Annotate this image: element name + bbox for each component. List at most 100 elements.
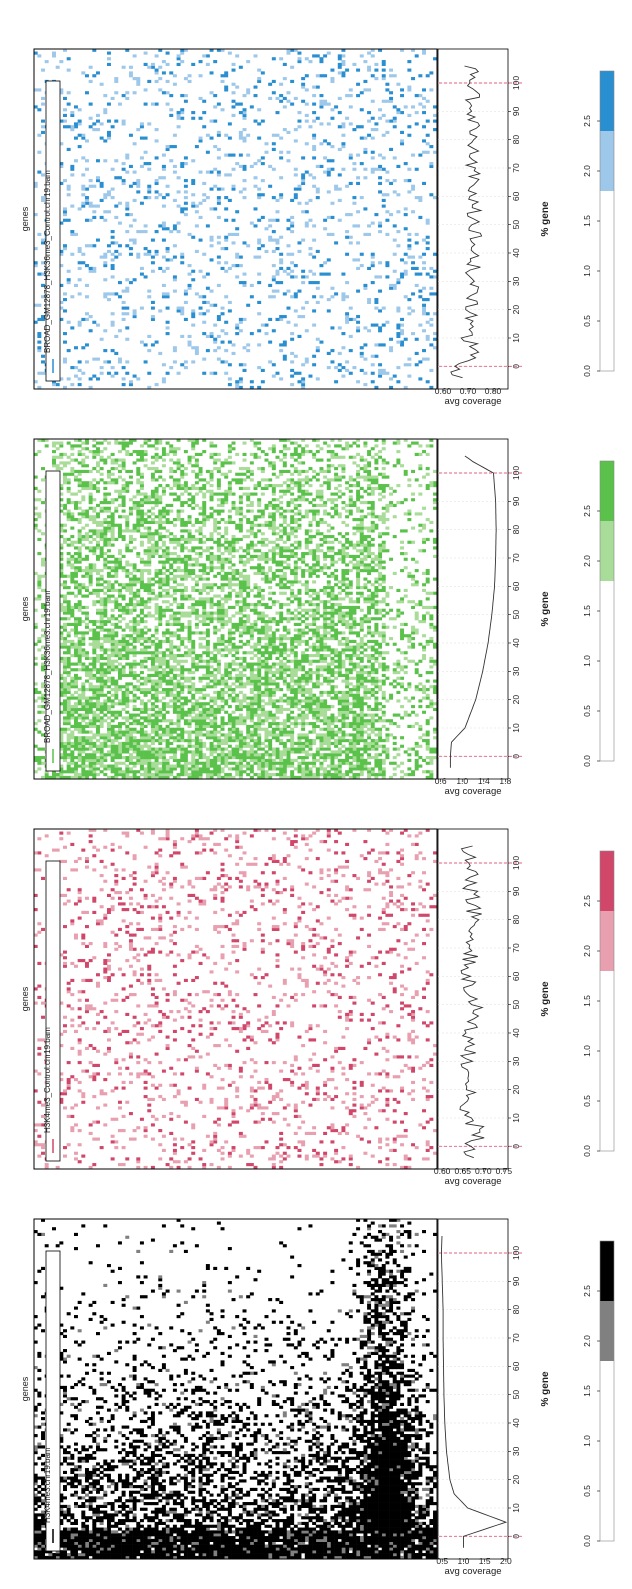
profile-x-tick-label: 40 (511, 1028, 521, 1038)
profile-x-tick-label: 10 (511, 723, 521, 733)
profile-y-axis-title: avg coverage (444, 396, 501, 407)
profile-x-tick-label: 30 (511, 1056, 521, 1066)
profile-x-tick-label: 50 (511, 1390, 521, 1400)
heatmap-cells (33, 438, 437, 779)
profile-x-tick-label: 60 (511, 581, 521, 591)
profile-x-tick-label: 50 (511, 1000, 521, 1010)
profile-y-tick-label: 1.5 (479, 1556, 491, 1566)
profile-y-tick-label: 0.5 (436, 1556, 448, 1566)
profile-x-tick-label: 20 (511, 695, 521, 705)
profile-x-tick-label: 60 (511, 971, 521, 981)
profile-frame (437, 1218, 509, 1560)
heatmap-panel-2: H3K4me3_Control.chr19.bamgenes0102030405… (20, 828, 615, 1187)
profile-y-axis-title: avg coverage (444, 1176, 501, 1187)
colorbar-tick-label: 1.5 (582, 215, 592, 227)
colorbar-tick-label: 1.5 (582, 995, 592, 1007)
profile-y-tick-label: 0.65 (454, 1166, 471, 1176)
legend-box (45, 1250, 61, 1552)
profile-x-tick-label: 50 (511, 610, 521, 620)
legend-box (45, 80, 61, 382)
legend-label: H3K4me3.chr19.bam (43, 1447, 52, 1523)
rotated-figure-group: H3K4me3.chr19.bamgenes010203040506070809… (20, 48, 615, 1577)
legend-label: BROAD_GM12878_H3K36me3.chr19.bam (43, 590, 52, 743)
profile-y-tick-label: 0.60 (434, 1166, 451, 1176)
profile-line (449, 455, 497, 768)
colorbar-tick-label: 1.0 (582, 1435, 592, 1447)
colorbar-tick-label: 2.0 (582, 945, 592, 957)
genes-axis-label: genes (20, 596, 30, 621)
profile-y-tick-label: 0.6 (435, 776, 447, 786)
colorbar-tick-label: 2.5 (582, 505, 592, 517)
colorbar-tick-label: 0.0 (582, 1145, 592, 1157)
legend: H3K4me3_Control.chr19.bam (43, 860, 61, 1162)
profile-x-tick-label: 80 (511, 915, 521, 925)
legend: BROAD_GM12878_H3K36me3_Control.chr19.bam (43, 80, 61, 382)
profile-y-tick-label: 1.4 (478, 776, 490, 786)
colorbar-bin (600, 131, 614, 191)
colorbar-tick-label: 0.5 (582, 1485, 592, 1497)
profile-x-tick-label: 90 (511, 1276, 521, 1286)
colorbar-tick-label: 1.0 (582, 655, 592, 667)
profile-line (459, 845, 485, 1159)
profile-y-tick-label: 0.80 (485, 386, 502, 396)
colorbar-tick-label: 2.5 (582, 895, 592, 907)
colorbar-bin (600, 1361, 614, 1541)
profile-frame (437, 438, 509, 780)
colorbar-tick-label: 0.0 (582, 1535, 592, 1547)
profile-y-tick-label: 0.75 (496, 1166, 513, 1176)
colorbar-tick-label: 0.5 (582, 1095, 592, 1107)
profile-x-tick-label: 30 (511, 1446, 521, 1456)
profile-y-tick-label: 1.0 (456, 776, 468, 786)
profile-x-axis-title: % gene (540, 981, 551, 1016)
profile-x-tick-label: 30 (511, 276, 521, 286)
profile-x-axis-title: % gene (540, 591, 551, 626)
colorbar-bin (600, 851, 614, 911)
profile-x-tick-label: 70 (511, 1333, 521, 1343)
profile-x-tick-label: 30 (511, 666, 521, 676)
colorbar-tick-label: 1.0 (582, 1045, 592, 1057)
colorbar-tick-label: 2.5 (582, 1285, 592, 1297)
profile-x-tick-label: 20 (511, 305, 521, 315)
profile-x-axis-title: % gene (540, 201, 551, 236)
profile-x-tick-label: 70 (511, 553, 521, 563)
profile-x-tick-label: 40 (511, 638, 521, 648)
profile-frame (437, 828, 509, 1170)
profile-x-tick-label: 50 (511, 220, 521, 230)
colorbar-tick-label: 2.5 (582, 115, 592, 127)
profile-x-tick-label: 20 (511, 1085, 521, 1095)
heatmap-cells (33, 48, 437, 389)
profile-y-tick-label: 1.8 (499, 776, 511, 786)
colorbar-bin (600, 971, 614, 1151)
heatmap-panel-4: BROAD_GM12878_H3K36me3_Control.chr19.bam… (20, 48, 615, 407)
profile-x-tick-label: 10 (511, 1113, 521, 1123)
profile-y-tick-label: 0.70 (460, 386, 477, 396)
colorbar-bin (600, 461, 614, 521)
profile-y-tick-label: 1.0 (458, 1556, 470, 1566)
colorbar-bin (600, 521, 614, 581)
profile-y-axis-title: avg coverage (444, 786, 501, 797)
genes-axis-label: genes (20, 986, 30, 1011)
colorbar-tick-label: 0.0 (582, 755, 592, 767)
legend-label: H3K4me3_Control.chr19.bam (43, 1027, 52, 1133)
colorbar-tick-label: 0.5 (582, 315, 592, 327)
colorbar-bin (600, 191, 614, 371)
genes-axis-label: genes (20, 1376, 30, 1401)
legend: H3K4me3.chr19.bam (43, 1250, 61, 1552)
profile-x-axis-title: % gene (540, 1371, 551, 1406)
colorbar: 0.0 0.5 1.0 1.5 2.0 2.5 (582, 460, 615, 767)
colorbar-bin (600, 71, 614, 131)
colorbar: 0.0 0.5 1.0 1.5 2.0 2.5 (582, 850, 615, 1157)
colorbar-bin (600, 911, 614, 971)
profile-x-tick-label: 60 (511, 191, 521, 201)
colorbar-bin (600, 581, 614, 761)
colorbar-bin (600, 1241, 614, 1301)
heatmap-frame (33, 828, 438, 1170)
colorbar-tick-label: 1.5 (582, 1385, 592, 1397)
profile-x-tick-label: 60 (511, 1361, 521, 1371)
